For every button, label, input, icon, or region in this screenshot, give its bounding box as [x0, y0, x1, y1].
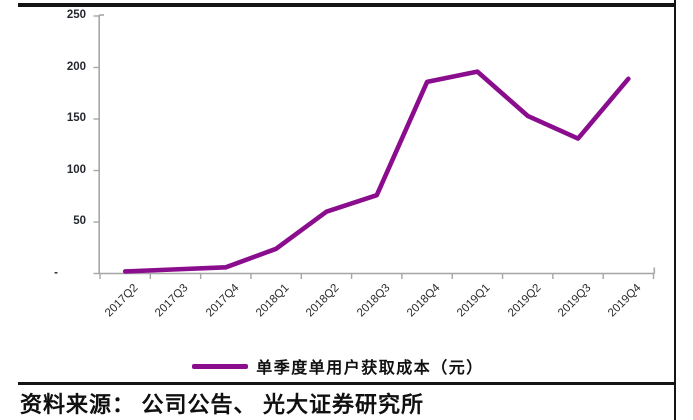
data-series-line: [122, 69, 631, 274]
legend: 单季度单用户获取成本（元）: [0, 354, 676, 378]
bottom-border-rule: [18, 382, 676, 385]
y-tick-label: 100: [66, 163, 86, 176]
legend-line-swatch: [192, 363, 249, 369]
y-tick-label: 150: [66, 112, 86, 124]
y-tick-label: 50: [73, 215, 86, 227]
right-border-rule: [674, 0, 676, 420]
legend-label: 单季度单用户获取成本（元）: [256, 360, 484, 377]
y-tick-label: 200: [66, 60, 86, 73]
y-tick-label: -: [54, 266, 58, 279]
y-tick-label: 250: [66, 9, 86, 21]
top-border-rule: [18, 3, 676, 7]
source-note: 资料来源： 公司公告、 光大证券研究所: [20, 392, 425, 417]
